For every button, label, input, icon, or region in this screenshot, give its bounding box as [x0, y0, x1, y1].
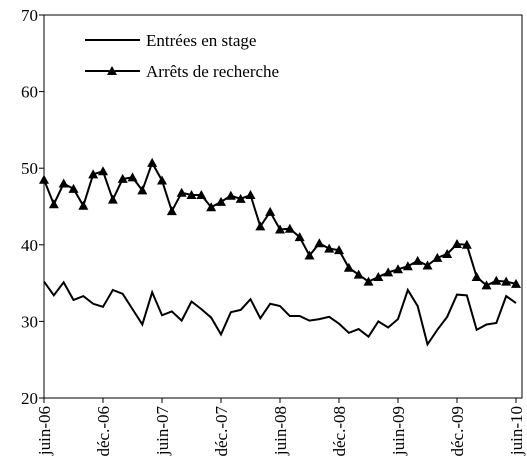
marker	[412, 255, 423, 265]
marker	[422, 260, 433, 270]
marker	[107, 194, 118, 204]
marker	[442, 248, 453, 258]
marker	[343, 262, 354, 272]
marker	[324, 243, 335, 253]
plot-frame	[43, 14, 523, 399]
marker	[186, 190, 197, 200]
marker	[206, 202, 217, 212]
marker	[275, 224, 285, 234]
x-tick-label: juin-09	[389, 406, 408, 456]
marker	[373, 271, 384, 281]
x-tick-label: déc.-07	[212, 406, 231, 457]
marker	[511, 278, 521, 288]
marker	[461, 239, 472, 249]
marker	[284, 223, 295, 233]
x-tick-label: juin-06	[35, 406, 54, 456]
x-tick-label: déc.-08	[330, 406, 349, 457]
marker	[314, 238, 325, 248]
y-tick-label: 70	[21, 6, 38, 25]
marker	[353, 269, 364, 279]
marker	[363, 276, 374, 286]
x-tick-label: déc.-09	[448, 406, 467, 457]
marker	[216, 196, 226, 206]
marker	[98, 166, 108, 176]
marker	[235, 193, 246, 203]
legend-label: Arrêts de recherche	[146, 62, 279, 81]
marker	[166, 206, 177, 216]
legend-marker	[107, 66, 117, 75]
series-line	[43, 280, 517, 347]
marker	[471, 271, 482, 281]
y-tick-label: 50	[21, 159, 38, 178]
x-tick-label: juin-10	[507, 406, 526, 456]
marker	[265, 206, 276, 216]
marker	[39, 174, 49, 184]
legend-label: Entrées en stage	[146, 31, 256, 50]
marker	[176, 187, 187, 197]
series-line	[43, 160, 517, 287]
marker	[294, 232, 305, 242]
marker	[117, 173, 128, 183]
marker	[481, 280, 492, 290]
marker	[157, 175, 167, 185]
marker	[334, 245, 344, 255]
marker	[127, 172, 138, 182]
marker	[147, 157, 158, 167]
y-tick-label: 30	[21, 312, 38, 331]
y-tick-label: 40	[21, 236, 38, 255]
marker	[78, 200, 89, 210]
marker	[491, 275, 502, 285]
marker	[137, 185, 148, 195]
y-tick-label: 20	[21, 389, 38, 408]
x-tick-label: juin-08	[271, 406, 290, 456]
marker	[432, 252, 443, 262]
marker	[393, 264, 403, 274]
marker	[48, 199, 59, 209]
marker	[88, 169, 99, 179]
x-tick-label: juin-07	[153, 406, 172, 457]
marker	[402, 261, 413, 271]
marker	[225, 190, 236, 200]
marker	[58, 178, 69, 188]
marker	[501, 276, 512, 286]
marker	[304, 250, 315, 260]
marker	[245, 190, 256, 200]
marker	[452, 239, 462, 249]
marker	[255, 221, 266, 231]
x-tick-label: déc.-06	[94, 406, 113, 457]
marker	[196, 190, 207, 200]
y-tick-label: 60	[21, 83, 38, 102]
marker	[68, 183, 79, 193]
marker	[383, 267, 394, 277]
